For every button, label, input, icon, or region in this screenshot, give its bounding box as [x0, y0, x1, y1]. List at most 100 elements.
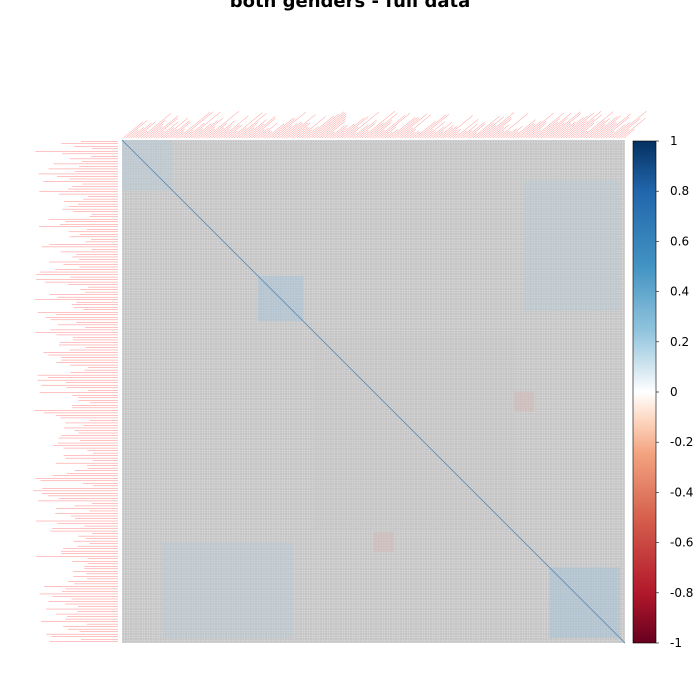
column-label	[296, 127, 310, 139]
column-label	[379, 113, 411, 139]
column-label	[510, 131, 519, 139]
column-label	[414, 120, 436, 139]
column-labels	[123, 111, 647, 139]
column-label	[407, 131, 416, 139]
column-label	[213, 120, 235, 139]
column-label	[319, 116, 346, 139]
column-label	[505, 128, 518, 139]
column-label	[165, 129, 177, 139]
column-label	[183, 129, 194, 139]
column-label	[394, 118, 420, 139]
column-label	[440, 127, 453, 139]
column-label	[525, 121, 547, 139]
column-label	[291, 122, 311, 139]
column-label	[211, 127, 225, 139]
column-label	[185, 122, 205, 139]
column-label	[452, 132, 460, 139]
column-label	[128, 129, 139, 139]
column-label	[397, 113, 428, 139]
column-label	[233, 127, 247, 139]
column-label	[314, 112, 346, 139]
column-label	[326, 131, 335, 139]
column-label	[316, 113, 347, 139]
column-label	[621, 117, 646, 139]
column-label	[163, 117, 188, 139]
column-label	[424, 121, 445, 139]
column-label	[377, 115, 405, 139]
colorbar-tick-label: 0.6	[670, 234, 689, 248]
column-label	[595, 121, 617, 139]
column-label	[223, 124, 240, 139]
column-label	[404, 128, 417, 139]
column-label	[372, 122, 392, 139]
column-label	[362, 111, 396, 139]
column-label	[470, 132, 478, 139]
column-label	[419, 114, 450, 139]
column-label	[590, 116, 618, 139]
column-label	[286, 114, 316, 139]
column-label	[392, 117, 418, 139]
column-label	[437, 124, 454, 139]
column-label	[301, 129, 313, 139]
column-label	[487, 118, 512, 139]
column-label	[228, 130, 238, 139]
column-label	[246, 123, 264, 139]
column-label	[369, 119, 392, 139]
column-label	[367, 113, 397, 139]
column-label	[563, 112, 595, 139]
column-label	[447, 129, 459, 139]
column-label	[344, 126, 359, 139]
column-label	[480, 125, 497, 139]
column-label	[455, 118, 479, 139]
column-label	[329, 125, 345, 139]
colorbar-tick-label: -0.4	[670, 485, 693, 499]
column-label	[173, 128, 185, 139]
column-label	[465, 122, 485, 139]
column-label	[477, 116, 505, 139]
column-label	[130, 127, 144, 139]
column-label	[495, 130, 505, 139]
column-label	[611, 122, 631, 139]
column-label	[575, 122, 595, 139]
column-label	[359, 130, 369, 139]
column-label	[616, 118, 641, 139]
column-label	[311, 111, 345, 139]
column-label	[294, 126, 308, 139]
column-label	[143, 119, 166, 139]
column-label	[331, 124, 349, 139]
column-label	[253, 129, 265, 139]
column-label	[533, 113, 564, 139]
column-label	[605, 131, 615, 139]
column-label	[374, 129, 385, 139]
column-label	[158, 121, 179, 139]
column-label	[123, 121, 143, 139]
column-label	[168, 120, 191, 139]
column-label	[548, 111, 581, 139]
heatmap-block	[373, 532, 394, 553]
colorbar-tick-label: -1	[670, 636, 682, 650]
column-label	[553, 123, 572, 139]
column-label	[256, 127, 270, 139]
column-label	[417, 114, 447, 139]
column-label	[472, 116, 500, 139]
column-label	[198, 117, 224, 139]
column-label	[248, 116, 276, 139]
column-label	[289, 122, 308, 139]
column-label	[427, 131, 436, 139]
column-label	[588, 123, 606, 139]
column-label	[349, 132, 357, 139]
column-label	[221, 115, 249, 139]
column-label	[583, 120, 605, 139]
column-label	[354, 119, 377, 139]
chart-title: both genders - full data	[229, 0, 471, 12]
column-label	[462, 130, 473, 139]
column-label	[135, 121, 156, 139]
column-label	[600, 113, 632, 139]
column-label	[160, 127, 174, 139]
column-label	[191, 128, 203, 139]
column-label	[263, 131, 273, 139]
column-label	[515, 122, 534, 139]
column-label	[467, 123, 486, 139]
